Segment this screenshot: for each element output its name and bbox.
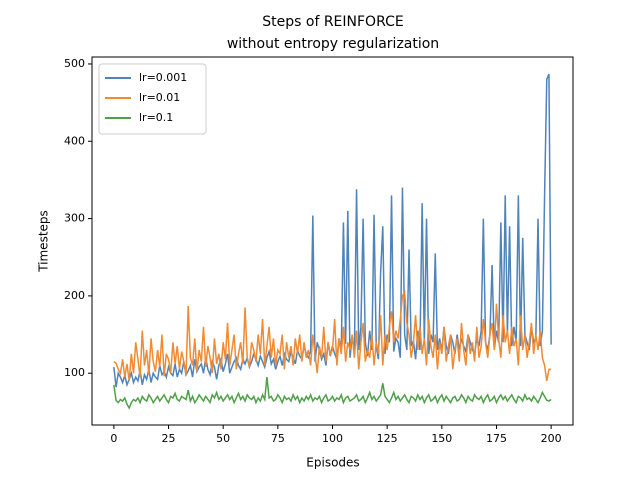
y-tick-label: 100 bbox=[64, 366, 85, 379]
series-line bbox=[113, 376, 552, 410]
legend-label: lr=0.1 bbox=[139, 111, 173, 124]
legend-box bbox=[98, 63, 207, 135]
legend-label: lr=0.01 bbox=[139, 91, 180, 104]
legend-label: lr=0.001 bbox=[139, 71, 187, 84]
x-tick-label: 175 bbox=[486, 432, 507, 445]
y-tick-label: 500 bbox=[64, 57, 85, 70]
x-tick-label: 50 bbox=[216, 432, 230, 445]
x-tick-label: 100 bbox=[322, 432, 343, 445]
x-tick-label: 150 bbox=[431, 432, 452, 445]
series-line bbox=[113, 289, 552, 382]
plot-frame bbox=[91, 56, 574, 426]
y-axis-label: Timesteps bbox=[37, 210, 51, 273]
x-tick-label: 0 bbox=[110, 432, 117, 445]
chart-title: Steps of REINFORCE bbox=[262, 14, 403, 30]
y-tick-label: 300 bbox=[64, 212, 85, 225]
chart-subtitle: without entropy regularization bbox=[227, 36, 439, 52]
y-tick-label: 400 bbox=[64, 134, 85, 147]
x-tick-label: 125 bbox=[377, 432, 398, 445]
x-tick-label: 200 bbox=[541, 432, 562, 445]
x-axis-label: Episodes bbox=[306, 456, 359, 470]
y-tick-label: 200 bbox=[64, 289, 85, 302]
x-tick-label: 75 bbox=[271, 432, 285, 445]
x-tick-label: 25 bbox=[162, 432, 176, 445]
